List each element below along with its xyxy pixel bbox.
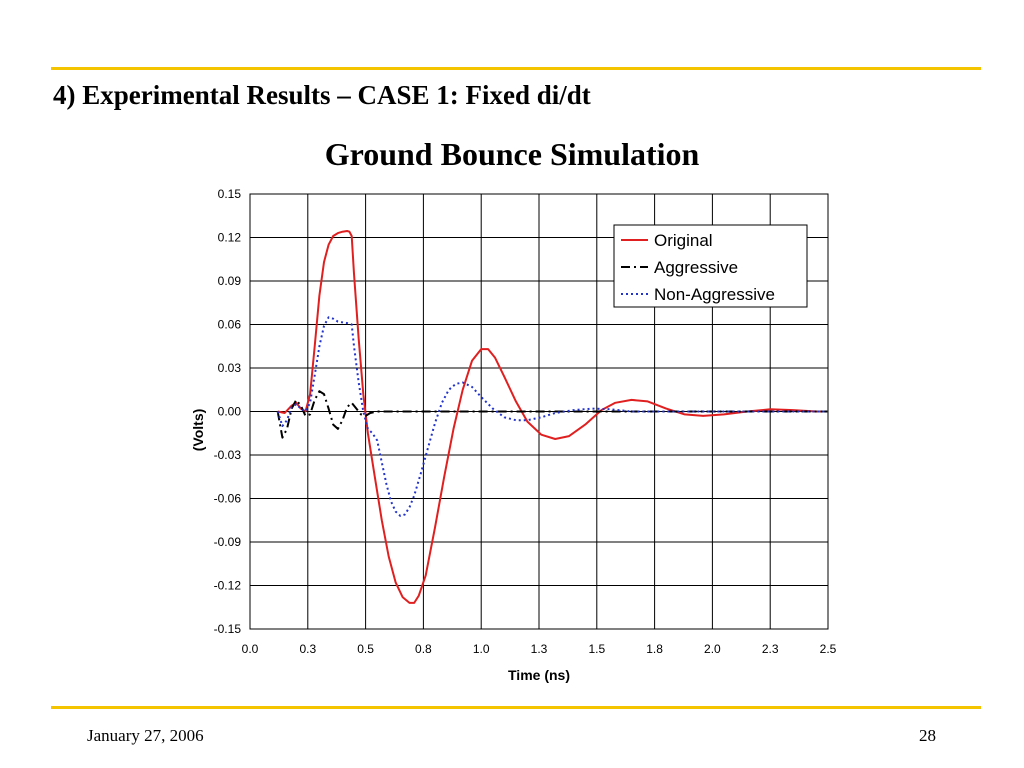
y-tick-label: -0.06 — [214, 492, 242, 506]
series-line-1 — [277, 230, 828, 604]
y-tick-label: 0.00 — [218, 405, 242, 419]
bottom-rule — [51, 706, 981, 709]
x-tick-label: 1.8 — [646, 642, 663, 656]
x-tick-label: 2.3 — [762, 642, 779, 656]
x-tick-label: 1.3 — [531, 642, 548, 656]
chart-title: Ground Bounce Simulation — [324, 136, 700, 172]
y-tick-label: 0.15 — [218, 187, 242, 201]
x-tick-label: 2.5 — [820, 642, 837, 656]
x-axis-title: Time (ns) — [508, 667, 570, 683]
x-tick-label: 0.5 — [357, 642, 374, 656]
page-number: 28 — [919, 726, 936, 745]
legend-label: Non-Aggressive — [654, 285, 775, 304]
x-tick-label: 1.0 — [473, 642, 490, 656]
data-series — [276, 230, 828, 604]
legend: Original Aggressive Non-Aggressive — [613, 224, 808, 308]
y-tick-label: -0.09 — [214, 535, 242, 549]
y-axis-title: (Volts) — [190, 409, 206, 452]
slide-title: 4) Experimental Results – CASE 1: Fixed … — [53, 80, 591, 110]
top-rule — [51, 67, 981, 70]
x-tick-label: 0.0 — [242, 642, 259, 656]
y-tick-label: 0.12 — [218, 231, 242, 245]
y-tick-label: -0.03 — [214, 448, 242, 462]
ground-bounce-chart: 0.0 0.3 0.5 0.8 1.0 1.3 1.5 1.8 2.0 2.3 2.5 0.15 0.1… — [190, 187, 837, 683]
y-tick-label: -0.12 — [214, 579, 242, 593]
x-tick-label: 1.5 — [588, 642, 605, 656]
footer-date: January 27, 2006 — [87, 726, 204, 745]
legend-label: Original — [654, 231, 713, 250]
x-tick-label: 2.0 — [704, 642, 721, 656]
y-tick-label: -0.15 — [214, 622, 242, 636]
y-tick-label: 0.03 — [218, 361, 242, 375]
series-line-3 — [276, 316, 828, 517]
series-line-2 — [276, 390, 828, 439]
y-tick-label: 0.09 — [218, 274, 242, 288]
tick-labels: 0.0 0.3 0.5 0.8 1.0 1.3 1.5 1.8 2.0 2.3 2.5 0.15 0.1… — [214, 187, 837, 656]
legend-label: Aggressive — [654, 258, 738, 277]
y-tick-label: 0.06 — [218, 318, 242, 332]
x-tick-label: 0.8 — [415, 642, 432, 656]
x-tick-label: 0.3 — [299, 642, 316, 656]
